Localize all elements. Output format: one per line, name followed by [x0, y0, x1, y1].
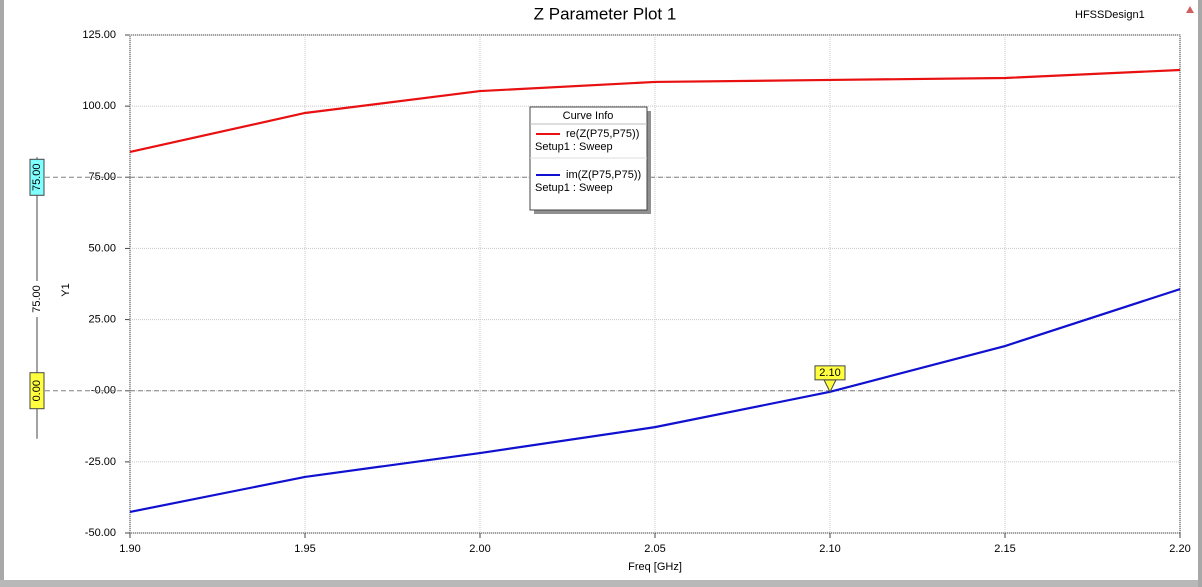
x-tick-label: 2.05: [644, 543, 665, 555]
series-line: [129, 288, 1181, 514]
y-tick-label: -25.00: [85, 456, 116, 468]
x-tick-label: 1.95: [294, 543, 315, 555]
legend-entry: im(Z(P75,P75)): [566, 169, 641, 181]
chart-title: Z Parameter Plot 1: [534, 4, 677, 23]
x-tick-label: 2.10: [819, 543, 840, 555]
x-marker-label: 2.10: [819, 367, 840, 379]
y-tick-label: 50.00: [88, 242, 116, 254]
legend-entry: re(Z(P75,P75)): [566, 128, 639, 140]
series-line: [129, 68, 1181, 154]
y-tick-label: 125.00: [82, 29, 116, 41]
marker-label: 0.00: [31, 380, 43, 401]
x-tick-label: 2.15: [994, 543, 1015, 555]
marker-delta-label: 75.00: [31, 285, 43, 313]
y-tick-label: -50.00: [85, 527, 116, 539]
design-icon: [1186, 6, 1194, 13]
frame-left: [0, 0, 4, 587]
x-tick-label: 2.20: [1169, 543, 1190, 555]
y-axis-label: Y1: [60, 283, 72, 296]
y-tick-label: 25.00: [88, 313, 116, 325]
marker-label-box: [29, 372, 45, 410]
legend-source: Setup1 : Sweep: [535, 182, 613, 194]
delta-label-bg: [30, 281, 44, 317]
marker-label: 75.00: [31, 164, 43, 192]
x-marker-box: [814, 365, 846, 381]
x-tick-label: 1.90: [119, 543, 140, 555]
legend-source: Setup1 : Sweep: [535, 141, 613, 153]
marker-label-box: [29, 158, 45, 196]
legend-title: Curve Info: [563, 110, 614, 122]
x-tick-label: 2.00: [469, 543, 490, 555]
design-name: HFSSDesign1: [1075, 9, 1145, 21]
y-tick-label: 100.00: [82, 100, 116, 112]
frame-right: [1198, 0, 1202, 587]
frame-bottom: [0, 580, 1202, 587]
x-axis-label: Freq [GHz]: [628, 561, 682, 573]
